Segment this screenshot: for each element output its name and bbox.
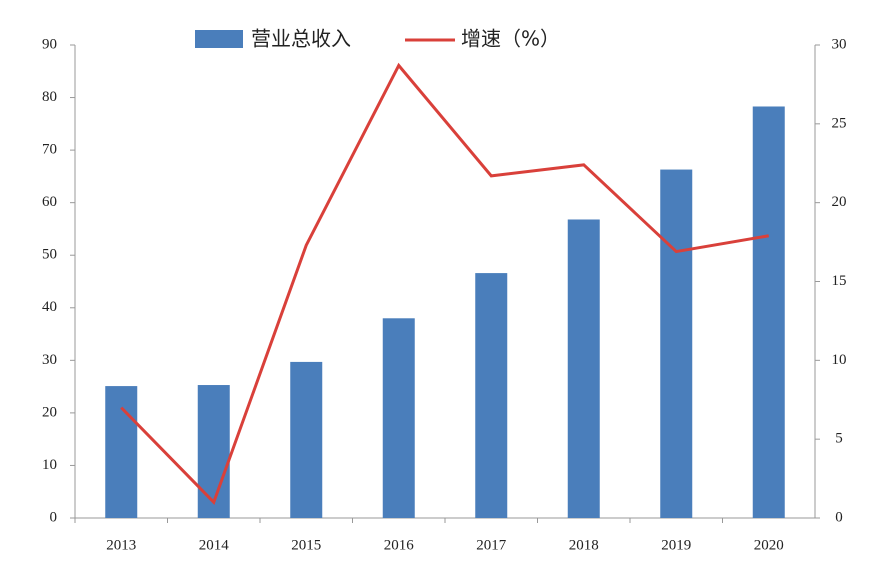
y-tick-label: 20 xyxy=(42,404,57,420)
y-tick-label: 10 xyxy=(42,457,57,473)
bar xyxy=(660,169,693,518)
y2-tick-label: 20 xyxy=(832,194,847,210)
x-tick-label: 2019 xyxy=(661,537,691,553)
bar xyxy=(290,361,323,518)
y2-tick-label: 0 xyxy=(835,509,843,525)
x-tick-label: 2013 xyxy=(106,537,136,553)
y2-tick-label: 15 xyxy=(832,273,847,289)
y-tick-label: 50 xyxy=(42,247,57,263)
y-tick-label: 40 xyxy=(42,299,57,315)
y-tick-label: 80 xyxy=(42,89,57,105)
legend-label: 营业总收入 xyxy=(251,27,351,51)
y2-tick-label: 10 xyxy=(832,352,847,368)
bar xyxy=(475,273,508,518)
bar xyxy=(752,106,785,519)
x-tick-label: 2020 xyxy=(754,537,784,553)
legend-swatch xyxy=(195,30,243,48)
line xyxy=(120,62,770,505)
x-tick-label: 2015 xyxy=(291,537,321,553)
bar xyxy=(197,385,230,518)
bar xyxy=(567,219,600,519)
x-tick-label: 2016 xyxy=(384,537,415,553)
y-tick-label: 0 xyxy=(50,509,58,525)
y2-tick-label: 25 xyxy=(832,115,847,131)
y2-tick-label: 30 xyxy=(832,36,847,52)
y-tick-label: 70 xyxy=(42,142,57,158)
y2-tick-label: 5 xyxy=(835,431,843,447)
y-tick-label: 60 xyxy=(42,194,57,210)
y-tick-label: 30 xyxy=(42,352,57,368)
y-tick-label: 90 xyxy=(42,36,57,52)
x-tick-label: 2018 xyxy=(569,537,599,553)
x-tick-label: 2014 xyxy=(199,537,230,553)
legend-label: 增速（%） xyxy=(461,27,560,51)
x-tick-label: 2017 xyxy=(476,537,507,553)
bar xyxy=(382,318,415,518)
bar xyxy=(105,386,138,518)
